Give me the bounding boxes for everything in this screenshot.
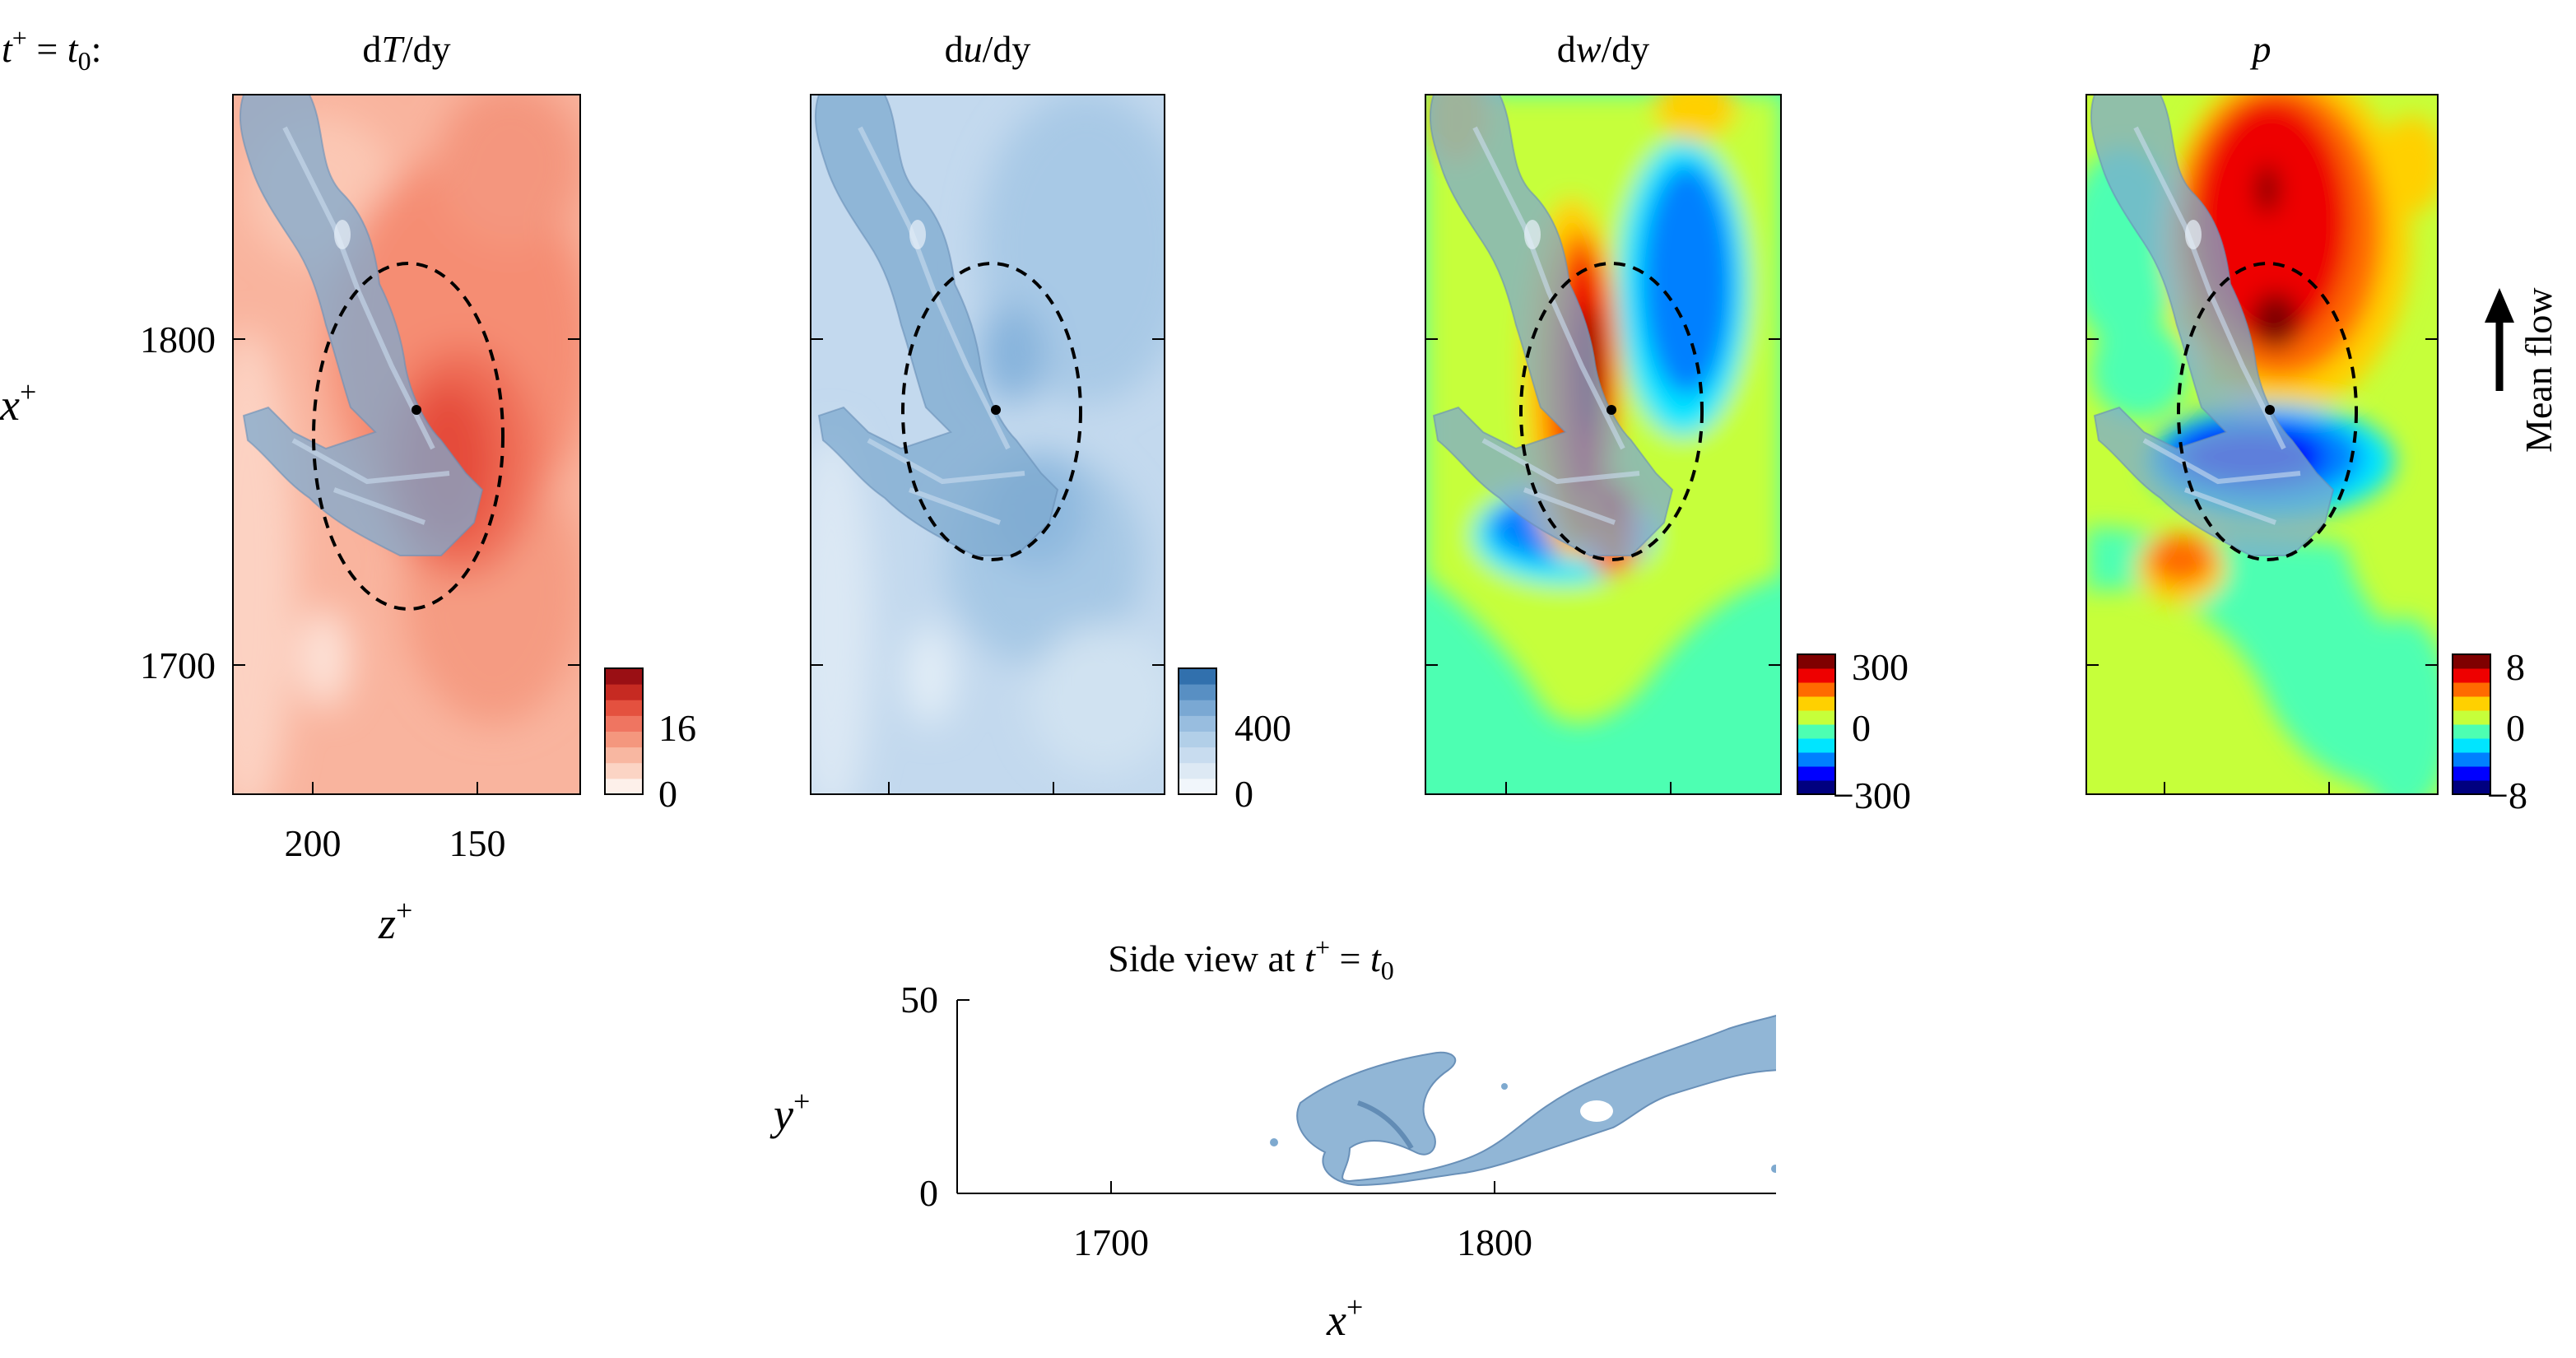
time-label: t+ = t0: (2, 23, 101, 76)
side-view-y-label: y+ (770, 1085, 810, 1139)
colorbar-swatch (1797, 724, 1835, 739)
colorbar-dTdy-tick-16: 16 (658, 707, 696, 749)
panel-title-p: p (2250, 28, 2271, 70)
colorbar-swatch (2453, 780, 2490, 795)
colorbar-swatch (1179, 746, 1216, 764)
colorbar-swatch (1179, 731, 1216, 748)
z-tick-150: 150 (449, 822, 506, 864)
colorbar-swatch (1179, 762, 1216, 779)
colorbar-swatch (1797, 654, 1835, 669)
colorbar-dudy (1178, 667, 1217, 795)
colorbar-swatch (1797, 668, 1835, 683)
colorbar-dwdy-tick-neg300: −300 (1833, 774, 1911, 816)
side-view-x-tick-1700: 1700 (1073, 1221, 1149, 1263)
colorbar-swatch (1797, 696, 1835, 711)
panel-dudy (810, 94, 1165, 795)
colorbar-swatch (605, 762, 643, 779)
colorbar-swatch (605, 746, 643, 764)
colorbar-swatch (2453, 696, 2490, 711)
colorbar-p-tick-neg8: −8 (2487, 774, 2527, 816)
colorbar-dwdy-tick-300: 300 (1852, 646, 1909, 688)
colorbar-swatch (605, 700, 643, 716)
colorbar-swatch (2453, 710, 2490, 725)
colorbar-dwdy-tick-0: 0 (1852, 707, 1871, 749)
colorbar-swatch (1179, 684, 1216, 700)
colorbar-swatch (2453, 682, 2490, 697)
side-view-plot (956, 999, 1776, 1194)
mean-flow-arrow-icon (2485, 288, 2514, 391)
side-view-x-tick-1800: 1800 (1457, 1221, 1532, 1263)
side-view-y-tick-0: 0 (919, 1172, 938, 1214)
colorbar-swatch (605, 684, 643, 700)
side-view-title: Side view at t+ = t0 (1108, 932, 1393, 985)
x-tick-1700: 1700 (140, 644, 216, 686)
colorbar-swatch (1179, 668, 1216, 685)
colorbar-swatch (1179, 778, 1216, 795)
colorbar-swatch (605, 715, 643, 732)
colorbar-swatch (2453, 752, 2490, 767)
panel-title-dwdy: dw/dy (1557, 28, 1649, 70)
colorbar-swatch (1179, 715, 1216, 732)
colorbar-swatch (605, 731, 643, 748)
x-tick-1800: 1800 (140, 319, 216, 360)
panel-dTdy (232, 94, 581, 795)
colorbar-swatch (1179, 700, 1216, 716)
colorbar-dTdy (604, 667, 644, 795)
colorbar-swatch (605, 668, 643, 685)
z-tick-200: 200 (285, 822, 342, 864)
x-axis-label: x+ (0, 375, 36, 430)
panel-title-dudy: du/dy (945, 28, 1031, 70)
side-view-y-tick-50: 50 (900, 979, 938, 1021)
colorbar-swatch (1797, 780, 1835, 795)
colorbar-frame (1797, 653, 1836, 795)
colorbar-swatch (2453, 724, 2490, 739)
side-view-x-label: x+ (1326, 1291, 1363, 1345)
colorbar-p (2452, 653, 2491, 795)
colorbar-frame (2452, 653, 2491, 795)
colorbar-frame (604, 667, 644, 795)
colorbar-swatch (1797, 710, 1835, 725)
colorbar-swatch (2453, 738, 2490, 753)
colorbar-swatch (1797, 766, 1835, 781)
colorbar-swatch (2453, 668, 2490, 683)
colorbar-dwdy (1797, 653, 1836, 795)
z-axis-label: z+ (378, 894, 412, 948)
panel-title-dTdy: dT/dy (362, 28, 450, 70)
colorbar-swatch (1797, 738, 1835, 753)
colorbar-swatch (2453, 766, 2490, 781)
panel-dwdy (1425, 94, 1782, 795)
colorbar-swatch (1797, 752, 1835, 767)
colorbar-frame (1178, 667, 1217, 795)
colorbar-swatch (1797, 682, 1835, 697)
colorbar-swatch (2453, 654, 2490, 669)
colorbar-p-tick-8: 8 (2506, 646, 2525, 688)
colorbar-p-tick-0: 0 (2506, 707, 2525, 749)
colorbar-dudy-tick-0: 0 (1235, 773, 1253, 815)
colorbar-dudy-tick-400: 400 (1235, 707, 1291, 749)
panel-p (2085, 94, 2439, 795)
colorbar-swatch (605, 778, 643, 795)
colorbar-dTdy-tick-0: 0 (658, 773, 677, 815)
mean-flow-label: Mean flow (2518, 287, 2560, 453)
